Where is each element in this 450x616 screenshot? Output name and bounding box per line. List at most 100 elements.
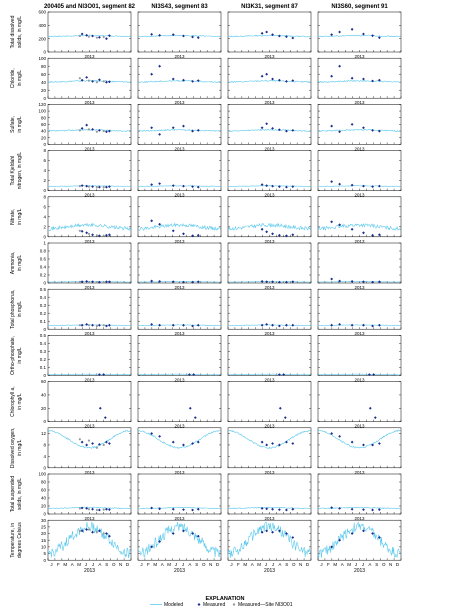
- measured-point: [277, 78, 281, 82]
- column-title-2: NI3S43, segment 83: [151, 4, 208, 10]
- measured-point: [182, 78, 185, 82]
- x-tick-label: A: [368, 562, 371, 567]
- ni3o01-point: [78, 280, 81, 283]
- y-tick-label: 0: [43, 512, 46, 517]
- measured-point: [191, 280, 194, 284]
- y-axis-label-row-11-line-1: Total suspended: [10, 476, 16, 513]
- measured-point: [193, 416, 197, 419]
- measured-point: [330, 506, 334, 509]
- y-tick-label: 80: [41, 64, 47, 69]
- x-year-label: 2013: [174, 377, 185, 382]
- plot-frame-r1-c1: [47, 11, 132, 53]
- measured-point: [196, 534, 200, 538]
- measured-point: [171, 323, 175, 327]
- y-tick-label: 0: [43, 50, 46, 55]
- x-year-label: 2013: [354, 470, 365, 475]
- modeled-line: [47, 34, 131, 38]
- measured-point: [338, 538, 342, 542]
- measured-point: [107, 34, 111, 38]
- measured-point: [105, 507, 108, 511]
- plot-frame-r6-c2: [137, 242, 222, 284]
- y-tick-label: 0: [43, 281, 46, 286]
- measured-point: [285, 234, 288, 238]
- measured-point: [350, 507, 354, 511]
- modeled-line: [317, 128, 401, 133]
- y-axis-label-row-9-line-2: in mg/L: [17, 393, 23, 410]
- measured-point: [171, 77, 175, 81]
- plot-frame-r1-c4: [317, 11, 402, 53]
- x-tick-label: M: [347, 562, 351, 567]
- measured-point: [377, 233, 381, 237]
- measured-point: [285, 532, 288, 535]
- plot-frame-r8-c3: [227, 335, 312, 376]
- plot-frame-r9-c2: [137, 381, 222, 422]
- ni3o01-point: [78, 185, 81, 188]
- y-axis-label-row-5-line-1: Nitrate,: [10, 209, 16, 225]
- measured-point: [271, 530, 274, 534]
- x-tick-label: D: [306, 562, 310, 567]
- y-tick-label: 4: [43, 454, 46, 459]
- ni3o01-point: [87, 281, 91, 284]
- modeled-line: [227, 280, 311, 283]
- legend-measured-label: Measured: [203, 602, 225, 608]
- x-year-label: 2013: [264, 100, 275, 105]
- y-axis-label-row-3-line-2: in mg/L: [17, 116, 23, 133]
- x-tick-label: M: [153, 562, 157, 567]
- x-tick-label: J: [50, 562, 52, 567]
- y-tick-label: 1: [43, 241, 46, 246]
- plot-frame-r4-c4: [317, 150, 402, 191]
- x-year-label: 2013: [354, 568, 365, 574]
- measured-point: [285, 440, 288, 444]
- measured-point: [377, 442, 381, 445]
- y-axis-label-row-1-line-2: solids, in mg/L: [17, 16, 23, 48]
- measured-point: [85, 507, 89, 510]
- plot-frame-r4-c1: [47, 150, 132, 191]
- plot-frame-r7-c1: [47, 288, 132, 330]
- measured-point: [107, 233, 111, 237]
- y-tick-label: 100: [38, 56, 46, 61]
- measured-point: [350, 123, 354, 126]
- measured-point: [377, 508, 381, 511]
- measured-point: [367, 373, 371, 376]
- column-title-3: NI3K31, segment 87: [241, 4, 298, 10]
- x-year-label: 2013: [84, 54, 95, 59]
- measured-point: [182, 232, 185, 236]
- measured-point: [277, 373, 281, 376]
- x-year-label: 2013: [264, 516, 275, 521]
- measured-point: [377, 323, 381, 327]
- measured-point: [85, 323, 89, 326]
- measured-point: [85, 528, 89, 531]
- y-tick-label: 60: [41, 122, 47, 127]
- plot-frame-r2-c3: [227, 57, 312, 99]
- measured-point: [171, 440, 175, 444]
- measured-point: [150, 432, 154, 435]
- x-year-label: 2013: [84, 516, 95, 521]
- measured-point: [277, 280, 281, 284]
- y-axis-label-row-10-line-1: Dissolved oxygen,: [10, 428, 16, 469]
- measured-point: [182, 34, 185, 38]
- measured-point: [182, 184, 185, 188]
- y-tick-label: 10: [41, 544, 47, 549]
- measured-point: [277, 529, 281, 533]
- x-tick-label: D: [396, 562, 400, 567]
- measured-point: [271, 184, 274, 188]
- measured-point: [265, 72, 269, 76]
- y-axis-label-row-8-line-2: in mg/L: [17, 347, 23, 364]
- plot-frame-r2-c4: [317, 57, 402, 99]
- measured-point: [196, 323, 200, 327]
- measured-point: [171, 126, 175, 130]
- measured-point: [103, 416, 107, 419]
- measured-point: [196, 36, 200, 40]
- measured-point: [371, 508, 374, 512]
- ni3o01-point: [87, 232, 91, 235]
- measured-point: [377, 36, 381, 40]
- measured-point: [191, 532, 194, 535]
- measured-point: [265, 323, 269, 326]
- plot-frame-r6-c3: [227, 242, 312, 284]
- measured-point: [350, 280, 354, 283]
- y-tick-label: 25: [41, 524, 47, 529]
- measured-point: [271, 280, 274, 284]
- modeled-line: [137, 128, 221, 132]
- x-tick-label: F: [147, 562, 150, 567]
- legend-title: EXPLANATION: [205, 596, 244, 602]
